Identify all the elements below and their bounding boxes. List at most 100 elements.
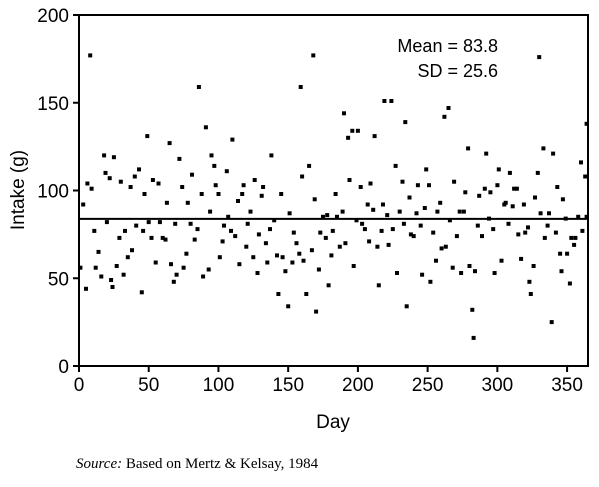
- data-point: [318, 230, 323, 235]
- data-point: [390, 227, 395, 232]
- data-point: [287, 211, 292, 216]
- data-point: [400, 179, 405, 184]
- data-point: [222, 223, 226, 228]
- data-point: [572, 242, 577, 247]
- x-axis-ticks: 0 50 100 150 200 250 300 350: [74, 366, 583, 396]
- data-point: [346, 135, 351, 140]
- data-point: [280, 255, 285, 260]
- data-point: [466, 146, 471, 151]
- data-point: [102, 153, 107, 158]
- data-point: [404, 304, 409, 309]
- data-point: [201, 274, 206, 279]
- data-point: [153, 260, 158, 265]
- data-point: [368, 181, 373, 186]
- points-layer: [78, 53, 589, 340]
- data-point: [393, 163, 398, 168]
- data-point: [450, 265, 455, 270]
- data-point: [185, 200, 190, 205]
- data-point: [510, 204, 515, 209]
- data-point: [506, 221, 511, 226]
- data-point: [283, 269, 288, 274]
- data-point: [495, 183, 500, 188]
- data-point: [96, 249, 101, 254]
- data-point: [559, 269, 564, 274]
- data-point: [304, 292, 309, 296]
- data-point: [488, 190, 493, 195]
- data-point: [360, 221, 365, 226]
- data-point: [213, 183, 218, 188]
- data-point: [286, 304, 291, 309]
- data-point: [381, 202, 385, 207]
- data-point: [190, 172, 194, 177]
- data-point: [467, 264, 472, 268]
- data-point: [206, 267, 211, 272]
- x-tick-label: 50: [138, 375, 159, 396]
- data-point: [342, 111, 346, 116]
- data-point: [428, 279, 433, 284]
- data-point: [291, 230, 296, 235]
- data-point: [365, 202, 370, 207]
- data-point: [81, 202, 86, 207]
- data-point: [537, 55, 542, 60]
- data-point: [279, 192, 284, 196]
- data-point: [526, 225, 530, 230]
- data-point: [123, 228, 127, 233]
- data-point: [163, 237, 168, 242]
- data-point: [217, 255, 222, 260]
- data-point: [92, 228, 97, 233]
- y-tick-label: 50: [48, 269, 69, 290]
- data-point: [111, 155, 116, 160]
- data-point: [263, 241, 268, 246]
- data-point: [160, 235, 165, 240]
- data-point: [216, 192, 221, 196]
- y-tick-label: 150: [37, 94, 69, 115]
- data-point: [169, 262, 173, 267]
- y-tick-label: 100: [37, 182, 69, 203]
- data-point: [220, 239, 225, 244]
- data-point: [558, 251, 563, 256]
- data-point: [438, 200, 443, 205]
- data-point: [343, 241, 348, 246]
- data-point: [549, 320, 554, 325]
- source-note: Source: Based on Mertz & Kelsay, 1984: [76, 456, 318, 473]
- data-point: [459, 271, 464, 275]
- data-point: [379, 228, 384, 233]
- data-point: [527, 279, 532, 284]
- data-point: [156, 181, 161, 186]
- data-point: [142, 192, 147, 196]
- data-point: [130, 248, 134, 253]
- data-point: [321, 214, 325, 219]
- data-point: [403, 120, 408, 125]
- data-point: [573, 235, 578, 240]
- data-point: [496, 167, 501, 172]
- data-point: [541, 146, 546, 151]
- data-point: [107, 176, 112, 181]
- data-point: [435, 209, 440, 214]
- data-point: [516, 232, 521, 237]
- data-point: [177, 156, 182, 161]
- data-point: [567, 281, 572, 286]
- data-point: [89, 186, 94, 191]
- data-point: [545, 223, 550, 228]
- data-point: [523, 230, 528, 235]
- data-point: [512, 186, 517, 191]
- sd-annotation: SD = 25.6: [417, 61, 498, 81]
- data-point: [149, 235, 154, 240]
- data-point: [362, 227, 367, 232]
- data-point: [245, 221, 250, 226]
- data-point: [503, 200, 508, 205]
- data-point: [420, 272, 425, 277]
- data-point: [212, 163, 217, 168]
- data-point: [203, 125, 208, 130]
- data-point: [418, 223, 423, 228]
- data-point: [312, 197, 317, 202]
- data-point: [88, 53, 93, 58]
- data-point: [244, 244, 249, 249]
- data-point: [103, 170, 108, 175]
- data-point: [184, 251, 189, 256]
- data-point: [371, 207, 376, 212]
- data-point: [195, 227, 200, 232]
- data-point: [229, 228, 233, 233]
- data-point: [307, 163, 312, 168]
